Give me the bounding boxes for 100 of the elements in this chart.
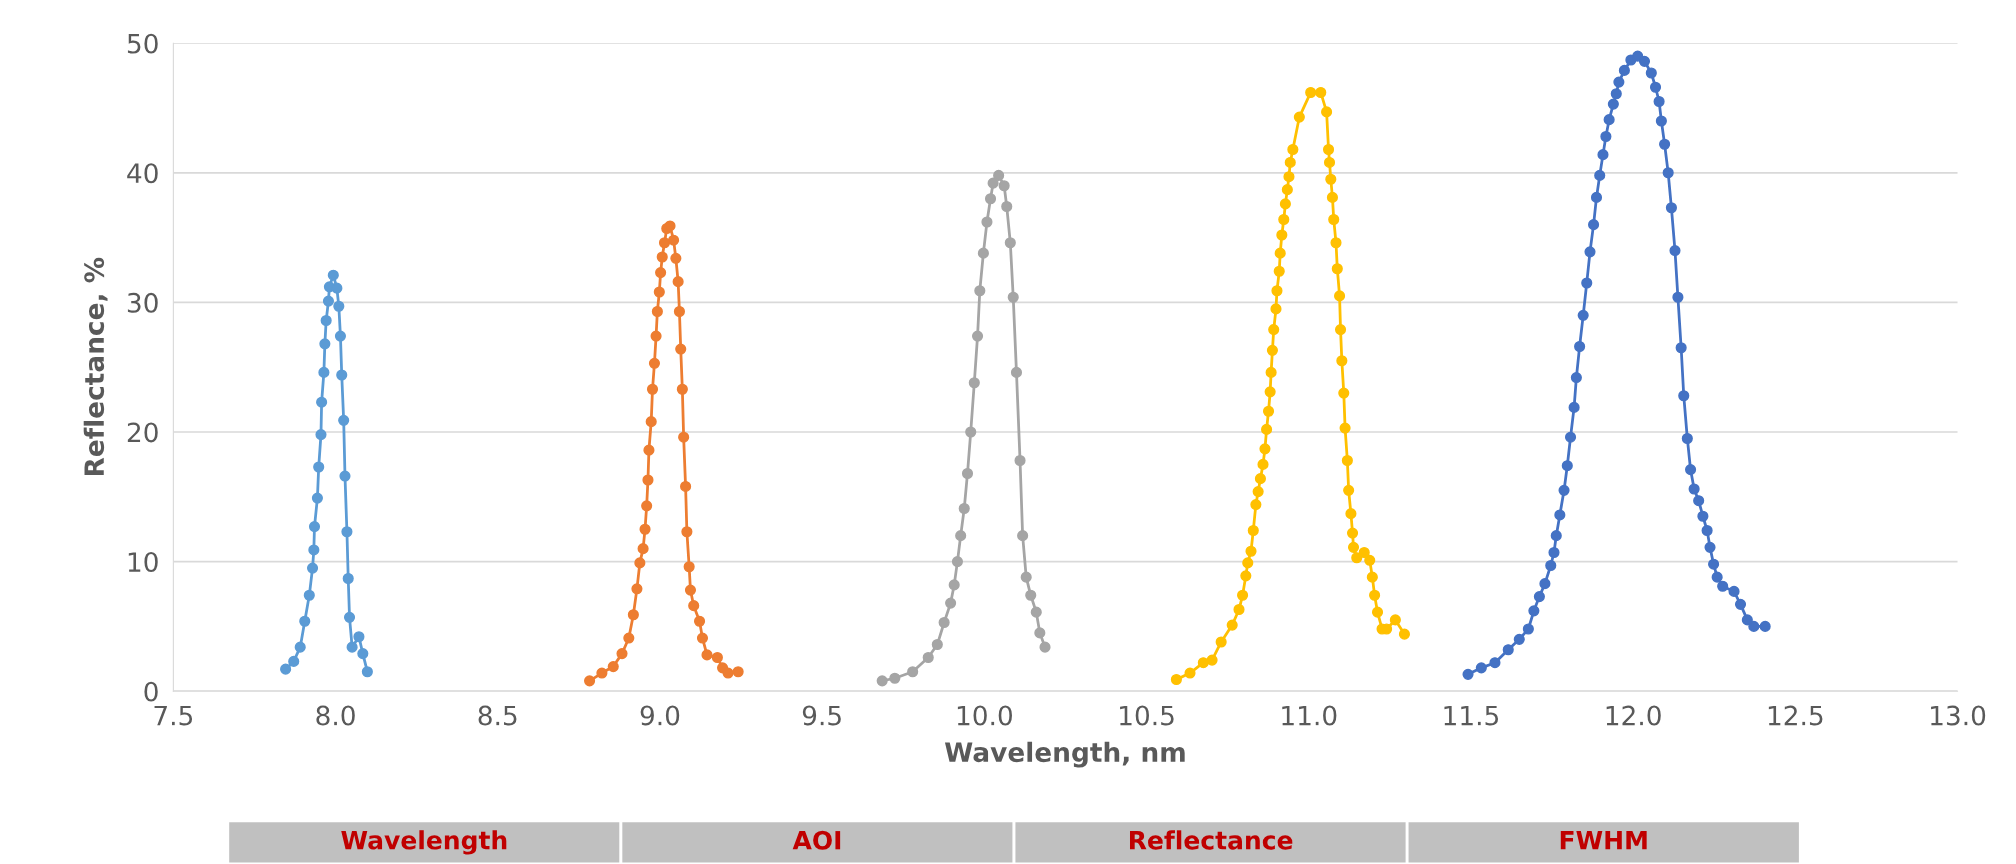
point [1039, 641, 1051, 653]
x-tick-label: 8.0 [316, 705, 355, 726]
point [655, 267, 667, 279]
point [318, 366, 330, 378]
x-axis-title: Wavelength, nm [944, 741, 1185, 768]
point [1020, 571, 1032, 583]
point [938, 616, 950, 629]
point [965, 426, 977, 438]
point [320, 314, 332, 327]
point [357, 648, 369, 660]
point [678, 431, 690, 443]
point [343, 611, 356, 623]
point [642, 474, 654, 486]
text: Reflectance [1129, 830, 1293, 850]
point [948, 579, 960, 591]
point [658, 237, 671, 249]
point [294, 641, 306, 653]
text: AOI [792, 830, 841, 850]
point [955, 530, 967, 542]
point [346, 641, 358, 653]
point [639, 523, 651, 535]
y-tick-label: 50 [127, 33, 158, 54]
x-tick-label: 12.0 [1606, 705, 1661, 726]
point [681, 526, 693, 538]
point [634, 557, 646, 569]
point [584, 675, 596, 687]
point [722, 667, 734, 679]
point [631, 583, 643, 595]
point [339, 470, 351, 482]
point [308, 544, 320, 556]
point [1004, 237, 1016, 249]
point [968, 377, 980, 389]
point [333, 300, 345, 312]
point [672, 276, 684, 288]
point [316, 396, 328, 408]
point [315, 429, 327, 441]
point [732, 666, 744, 678]
point [299, 615, 311, 627]
point [971, 330, 984, 342]
point [961, 467, 974, 480]
point [701, 649, 713, 661]
point [974, 285, 986, 297]
point [361, 666, 373, 678]
point [653, 286, 665, 298]
x-tick-label: 9.5 [802, 705, 841, 726]
point [308, 521, 321, 533]
y-tick-label: 0 [144, 681, 158, 702]
x-tick-label: 10.5 [1120, 705, 1174, 726]
point [680, 480, 692, 492]
x-tick-label: 8.5 [478, 705, 517, 726]
point [1010, 366, 1023, 378]
point [648, 357, 661, 369]
point [696, 632, 709, 644]
point [311, 492, 323, 504]
point [334, 330, 346, 342]
point [650, 330, 662, 342]
x-tick-label: 13.0 [1931, 705, 1986, 726]
point [1017, 530, 1029, 542]
point [1014, 454, 1026, 467]
point [958, 502, 970, 515]
point [313, 461, 325, 473]
point [951, 556, 963, 568]
point [676, 383, 688, 395]
point [331, 282, 343, 294]
point [876, 675, 888, 687]
x-tick-label: 11.0 [1282, 705, 1337, 726]
point [675, 343, 687, 355]
point [711, 651, 723, 664]
x-tick-label: 11.5 [1444, 705, 1499, 726]
point [889, 672, 901, 684]
y-axis-title: Reflectance, % [83, 257, 108, 476]
y-tick-label: 30 [127, 292, 158, 313]
point [338, 414, 350, 426]
point [327, 269, 339, 281]
point [984, 193, 997, 205]
point [1001, 200, 1013, 213]
point [998, 180, 1010, 192]
point [641, 500, 653, 512]
x-tick-label: 12.5 [1768, 705, 1823, 726]
point [596, 667, 608, 679]
point [319, 338, 331, 350]
point [993, 169, 1005, 181]
point [693, 615, 706, 627]
point [688, 600, 700, 612]
point [623, 632, 635, 644]
point [673, 305, 685, 318]
point [645, 416, 657, 428]
point [931, 638, 943, 651]
point [322, 295, 334, 307]
point [288, 655, 300, 667]
point [651, 305, 663, 318]
text: FWHM [1560, 831, 1647, 850]
point [987, 177, 999, 189]
point [1025, 589, 1037, 601]
point [306, 562, 319, 574]
point [668, 234, 680, 246]
point [977, 247, 989, 259]
point [656, 251, 668, 263]
point [646, 383, 659, 395]
point [341, 526, 353, 538]
